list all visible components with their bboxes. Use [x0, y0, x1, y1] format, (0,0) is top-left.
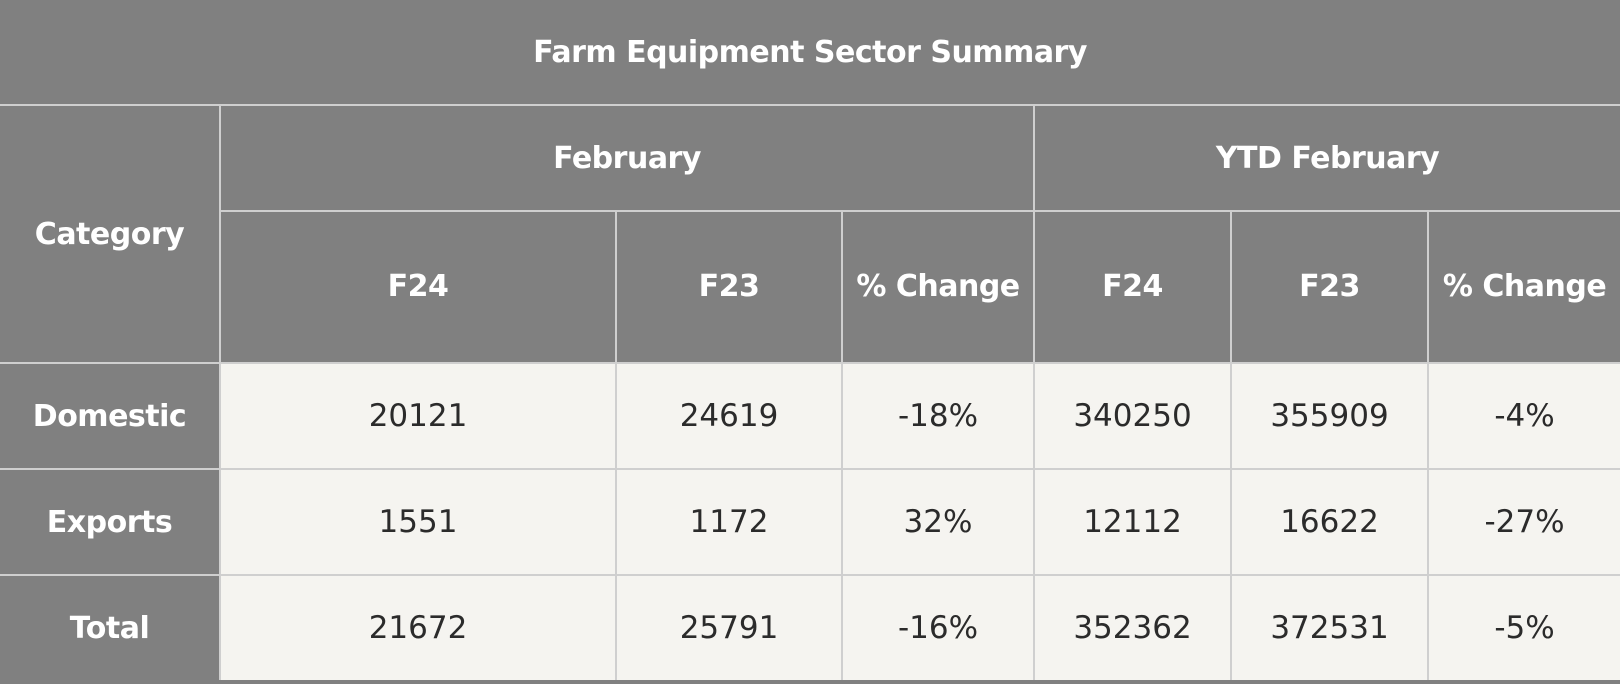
- table-cell: 24619: [615, 362, 843, 470]
- table-cell: 355909: [1230, 362, 1429, 470]
- row-label: Total: [0, 574, 221, 680]
- table-cell: 16622: [1230, 468, 1429, 576]
- column-header-feb-f23: F23: [615, 210, 843, 364]
- table-cell: 372531: [1230, 574, 1429, 680]
- table-title: Farm Equipment Sector Summary: [0, 0, 1620, 106]
- row-label: Domestic: [0, 362, 221, 470]
- column-header-feb-f24: F24: [220, 210, 617, 364]
- table-cell: 1551: [219, 468, 617, 576]
- table-cell: -4%: [1426, 362, 1620, 470]
- table-cell: -18%: [841, 362, 1035, 470]
- table-row-exports: Exports 1551 1172 32% 12112 16622 -27%: [0, 468, 1620, 576]
- table-row-total: Total 21672 25791 -16% 352362 372531 -5%: [0, 574, 1620, 680]
- column-header-ytd-f23: F23: [1230, 210, 1429, 364]
- ytd-february-group-header: YTD February: [1032, 104, 1620, 212]
- column-header-feb-change: % Change: [841, 210, 1035, 364]
- table-cell: 340250: [1033, 362, 1232, 470]
- row-label: Exports: [0, 468, 221, 576]
- table-cell: 25791: [615, 574, 843, 680]
- category-header: Category: [0, 104, 221, 364]
- february-group-header: February: [219, 104, 1035, 212]
- table-cell: 12112: [1033, 468, 1232, 576]
- table-cell: 21672: [219, 574, 617, 680]
- table-cell: -27%: [1426, 468, 1620, 576]
- table-cell: 32%: [841, 468, 1035, 576]
- table-cell: 20121: [219, 362, 617, 470]
- table-cell: -16%: [841, 574, 1035, 680]
- table-cell: 1172: [615, 468, 843, 576]
- column-header-ytd-f24: F24: [1033, 210, 1232, 364]
- table-cell: 352362: [1033, 574, 1232, 680]
- table-row-domestic: Domestic 20121 24619 -18% 340250 355909 …: [0, 362, 1620, 470]
- table-cell: -5%: [1426, 574, 1620, 680]
- column-header-ytd-change: % Change: [1426, 210, 1620, 364]
